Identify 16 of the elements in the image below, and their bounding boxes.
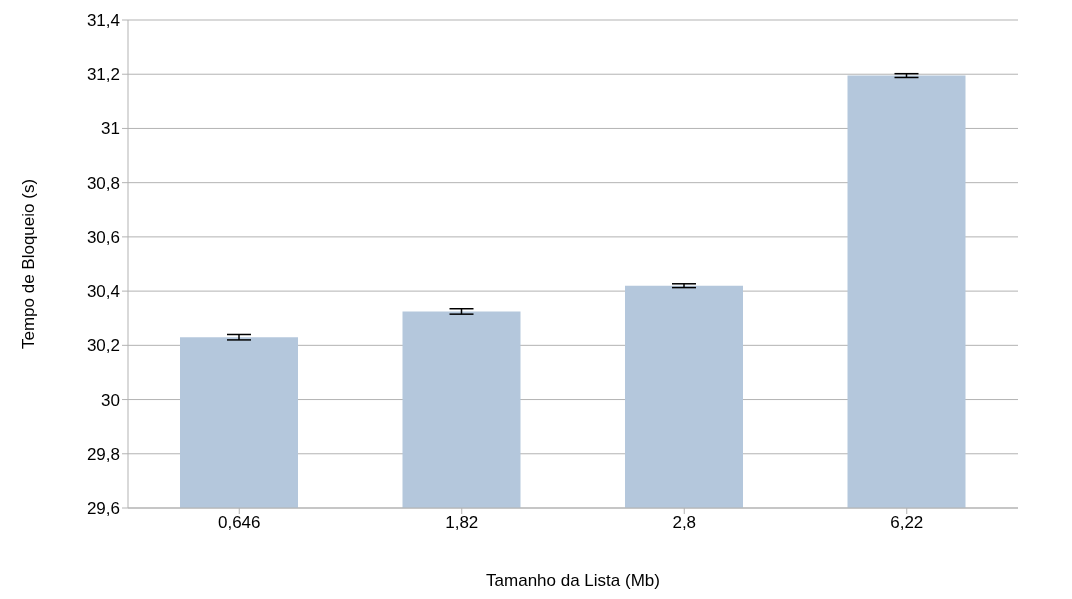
y-tick-label: 29,8 (86, 444, 120, 464)
y-tick-label: 30 (101, 390, 120, 410)
y-tick-label: 30,4 (86, 282, 120, 302)
x-tick-label: 6,22 (890, 513, 924, 533)
y-axis-title: Tempo de Bloqueio (s) (19, 178, 39, 350)
x-tick-label: 1,82 (445, 513, 479, 533)
x-tick-label: 2,8 (672, 513, 697, 533)
y-tick-label: 30,2 (86, 336, 120, 356)
y-tick-label: 31,2 (86, 65, 120, 85)
y-tick-label: 29,6 (86, 499, 120, 519)
x-tick-label: 0,646 (217, 513, 261, 533)
y-tick-label: 31,4 (86, 11, 120, 31)
y-tick-label: 30,8 (86, 173, 120, 193)
y-tick-label: 30,6 (86, 227, 120, 247)
x-axis-title: Tamanho da Lista (Mb) (486, 571, 660, 590)
y-tick-label: 31 (101, 119, 120, 139)
